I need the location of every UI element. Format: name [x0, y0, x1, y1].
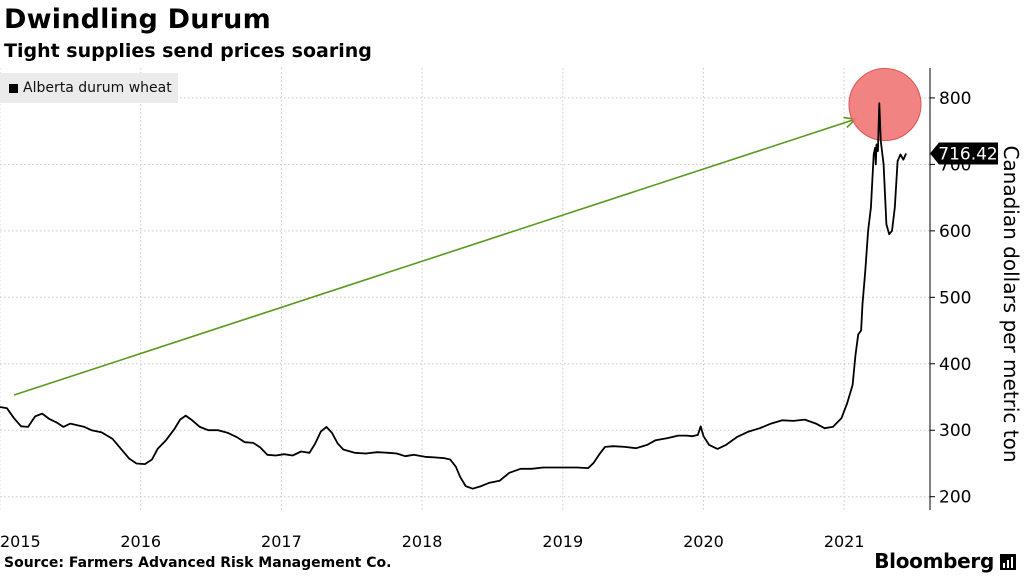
x-tick-label: 2021 [824, 532, 865, 551]
annotations [13, 68, 922, 396]
last-value-text: 716.42 [938, 144, 997, 164]
x-tick-label: 2019 [542, 532, 583, 551]
last-value-badge [930, 142, 998, 165]
x-axis: 2015 2016 2017 2018 2019 2020 2021 [0, 532, 865, 551]
series-line [0, 102, 907, 490]
x-tick-label: 2017 [261, 532, 302, 551]
x-tick-label: 2016 [120, 532, 161, 551]
chart-subtitle: Tight supplies send prices soaring [4, 40, 372, 62]
y-tick-label: 600 [939, 222, 971, 242]
y-tick-label: 400 [939, 355, 971, 375]
x-tick-label: 2018 [402, 532, 443, 551]
y-tick-label: 300 [939, 421, 971, 441]
gridlines [0, 68, 930, 510]
legend: Alberta durum wheat [0, 73, 178, 103]
y-axis-label: Canadian dollars per metric ton [999, 145, 1023, 462]
y-tick-label: 800 [939, 89, 971, 109]
chart-title: Dwindling Durum [4, 4, 271, 35]
trend-arrow [13, 118, 856, 396]
y-tick-label: 200 [939, 488, 971, 508]
series-layer [0, 102, 907, 490]
x-tick-label: 2020 [683, 532, 724, 551]
legend-label: Alberta durum wheat [23, 80, 172, 96]
y-tick-label: 500 [939, 288, 971, 308]
x-tick-label: 2015 [0, 532, 41, 551]
last-value-label: 716.42 [930, 142, 998, 165]
legend-swatch [9, 83, 18, 93]
source-note: Source: Farmers Advanced Risk Management… [4, 555, 392, 571]
bloomberg-bars-icon [1000, 554, 1016, 570]
brand-logo-text: Bloomberg [874, 549, 994, 573]
highlight-circle [848, 68, 922, 142]
